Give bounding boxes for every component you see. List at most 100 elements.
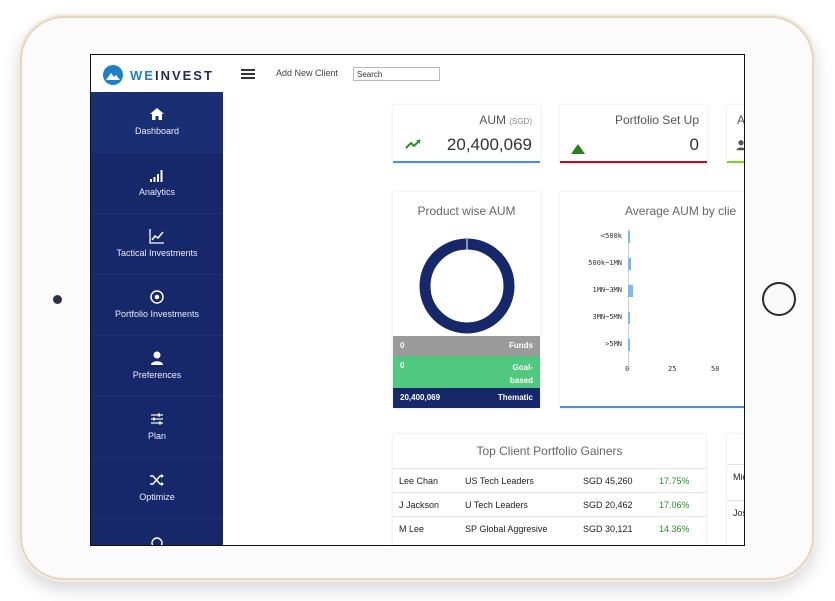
kpi-title: AUM (SGD) xyxy=(479,113,532,127)
kpi-accent-bar xyxy=(393,161,540,163)
shuffle-icon xyxy=(150,474,164,486)
gain-pct: 14.36% xyxy=(659,524,690,534)
sidebar-item-label: Portfolio Investments xyxy=(114,309,200,319)
portfolio-name: US Tech Leaders xyxy=(465,476,534,486)
sidebar: Dashboard Analytics Tactical Investments… xyxy=(91,92,223,545)
average-aum-bar-chart: <500k 500k~1MN 1MN~3MN 3MN~5MN >5MN 0 25 50 xyxy=(560,192,744,408)
legend-value: 0 xyxy=(400,341,405,350)
add-new-client-link[interactable]: Add New Client xyxy=(276,68,339,78)
main-content: AUM (SGD) 20,400,069 Portfolio Set Up 0 … xyxy=(223,92,745,545)
aum-value: 20,400,069 xyxy=(446,135,532,154)
kpi-title: Portfolio Set Up xyxy=(614,113,699,127)
screen: WEINVEST Add New Client Dashboard Analyt… xyxy=(90,54,745,546)
amount: SGD 30,121 xyxy=(583,524,633,534)
table-row[interactable]: Jos xyxy=(727,500,744,525)
bar-category-label: 3MN~5MN xyxy=(592,313,622,321)
topbar: WEINVEST Add New Client xyxy=(91,55,744,93)
chart-bar[interactable] xyxy=(628,258,632,270)
sidebar-item-portfolio-investments[interactable]: Portfolio Investments xyxy=(91,275,223,336)
table-row[interactable]: Mic xyxy=(727,464,744,489)
portfolio-setup-value: 0 xyxy=(689,135,699,154)
chart-bar[interactable] xyxy=(628,339,630,351)
legend-value: 20,400,069 xyxy=(400,393,441,402)
client-name: J Jackson xyxy=(399,500,440,510)
aum-kpi-card[interactable]: AUM (SGD) 20,400,069 xyxy=(393,105,540,163)
legend-row-thematic[interactable]: 20,400,069 Thematic xyxy=(393,388,540,408)
legend-value: 0 xyxy=(400,361,405,370)
amount: SGD 20,462 xyxy=(583,500,633,510)
gain-pct: 17.06% xyxy=(659,500,690,510)
sidebar-item-label: Tactical Investments xyxy=(116,248,198,258)
brand-name: WEINVEST xyxy=(130,67,214,83)
sidebar-item-label: Plan xyxy=(147,431,166,441)
gauge-icon xyxy=(151,537,163,545)
menu-icon[interactable] xyxy=(241,69,255,79)
table-row[interactable]: Lee Chan US Tech Leaders SGD 45,260 17.7… xyxy=(393,468,706,493)
product-aum-card: Product wise AUM 0 Funds 0 Goal-based 20… xyxy=(393,192,540,408)
search-input[interactable] xyxy=(353,67,440,81)
amount: SGD 45,260 xyxy=(583,476,633,486)
panel-title: Product wise AUM xyxy=(417,204,516,218)
donut-ring xyxy=(419,238,515,334)
kpi-accent-bar xyxy=(560,161,707,163)
sidebar-item-label: Analytics xyxy=(138,187,175,197)
portfolio-name: U Tech Leaders xyxy=(465,500,528,510)
x-tick-label: 25 xyxy=(668,365,677,373)
sidebar-item-label: Preferences xyxy=(132,370,182,380)
legend-row-funds[interactable]: 0 Funds xyxy=(393,336,540,356)
bar-category-label: >5MN xyxy=(605,340,622,348)
sidebar-item-plan[interactable]: Plan xyxy=(91,397,223,458)
trend-up-icon xyxy=(405,139,421,149)
top-gainers-card: Top Client Portfolio Gainers Lee Chan US… xyxy=(393,434,706,545)
user-icon xyxy=(736,140,744,151)
bar-category-label: <500k xyxy=(600,232,622,240)
sidebar-item-preferences[interactable]: Preferences xyxy=(91,336,223,397)
table-row[interactable]: M Lee SP Global Aggresive SGD 30,121 14.… xyxy=(393,516,706,541)
signal-bars-icon xyxy=(150,170,163,182)
sidebar-item-label: Dashboard xyxy=(134,126,180,136)
client-name: Mic xyxy=(733,472,744,482)
bar-category-label: 500k~1MN xyxy=(588,259,622,267)
legend-row-goal-based[interactable]: 0 Goal-based xyxy=(393,356,540,388)
legend-label: Funds xyxy=(509,341,533,350)
chart-bar[interactable] xyxy=(628,312,630,324)
secondary-table-card: Mic Jos xyxy=(727,434,744,545)
chart-axis xyxy=(628,229,629,366)
sidebar-item-dashboard[interactable]: Dashboard xyxy=(91,92,223,153)
target-icon xyxy=(150,290,164,304)
legend-label: Goal-based xyxy=(509,363,533,385)
home-button[interactable] xyxy=(762,282,796,316)
sidebar-item-tactical-investments[interactable]: Tactical Investments xyxy=(91,214,223,275)
x-tick-label: 0 xyxy=(625,365,630,373)
kpi-title: A xyxy=(737,113,745,127)
portfolio-name: SP Global Aggresive xyxy=(465,524,548,534)
table-row[interactable]: J Jackson U Tech Leaders SGD 20,462 17.0… xyxy=(393,492,706,517)
portfolio-setup-kpi-card[interactable]: Portfolio Set Up 0 xyxy=(560,105,707,163)
sidebar-item-more[interactable] xyxy=(91,519,223,545)
camera xyxy=(53,295,62,304)
legend-label: Thematic xyxy=(497,393,533,402)
client-name: M Lee xyxy=(399,524,425,534)
triangle-up-icon xyxy=(571,144,585,154)
bar-category-label: 1MN~3MN xyxy=(592,286,622,294)
client-name: Jos xyxy=(733,508,744,518)
mountain-logo-icon xyxy=(103,65,123,85)
sliders-icon xyxy=(151,413,163,425)
chart-bar[interactable] xyxy=(628,285,634,297)
home-icon xyxy=(150,108,164,120)
average-aum-card: Average AUM by clie <500k 500k~1MN 1MN~3MN… xyxy=(560,192,744,408)
donut-chart xyxy=(419,238,515,334)
chart-bar[interactable] xyxy=(628,231,630,243)
logo[interactable]: WEINVEST xyxy=(103,64,214,86)
x-tick-label: 50 xyxy=(711,365,720,373)
sidebar-item-analytics[interactable]: Analytics xyxy=(91,153,223,214)
client-name: Lee Chan xyxy=(399,476,439,486)
user-icon xyxy=(151,351,163,365)
sidebar-item-label: Optimize xyxy=(139,492,175,502)
panel-accent-bar xyxy=(560,406,744,408)
third-kpi-card[interactable]: A xyxy=(727,105,745,163)
line-chart-icon xyxy=(149,229,164,244)
panel-title: Average AUM by clie xyxy=(625,204,737,218)
sidebar-item-optimize[interactable]: Optimize xyxy=(91,458,223,519)
gain-pct: 17.75% xyxy=(659,476,690,486)
